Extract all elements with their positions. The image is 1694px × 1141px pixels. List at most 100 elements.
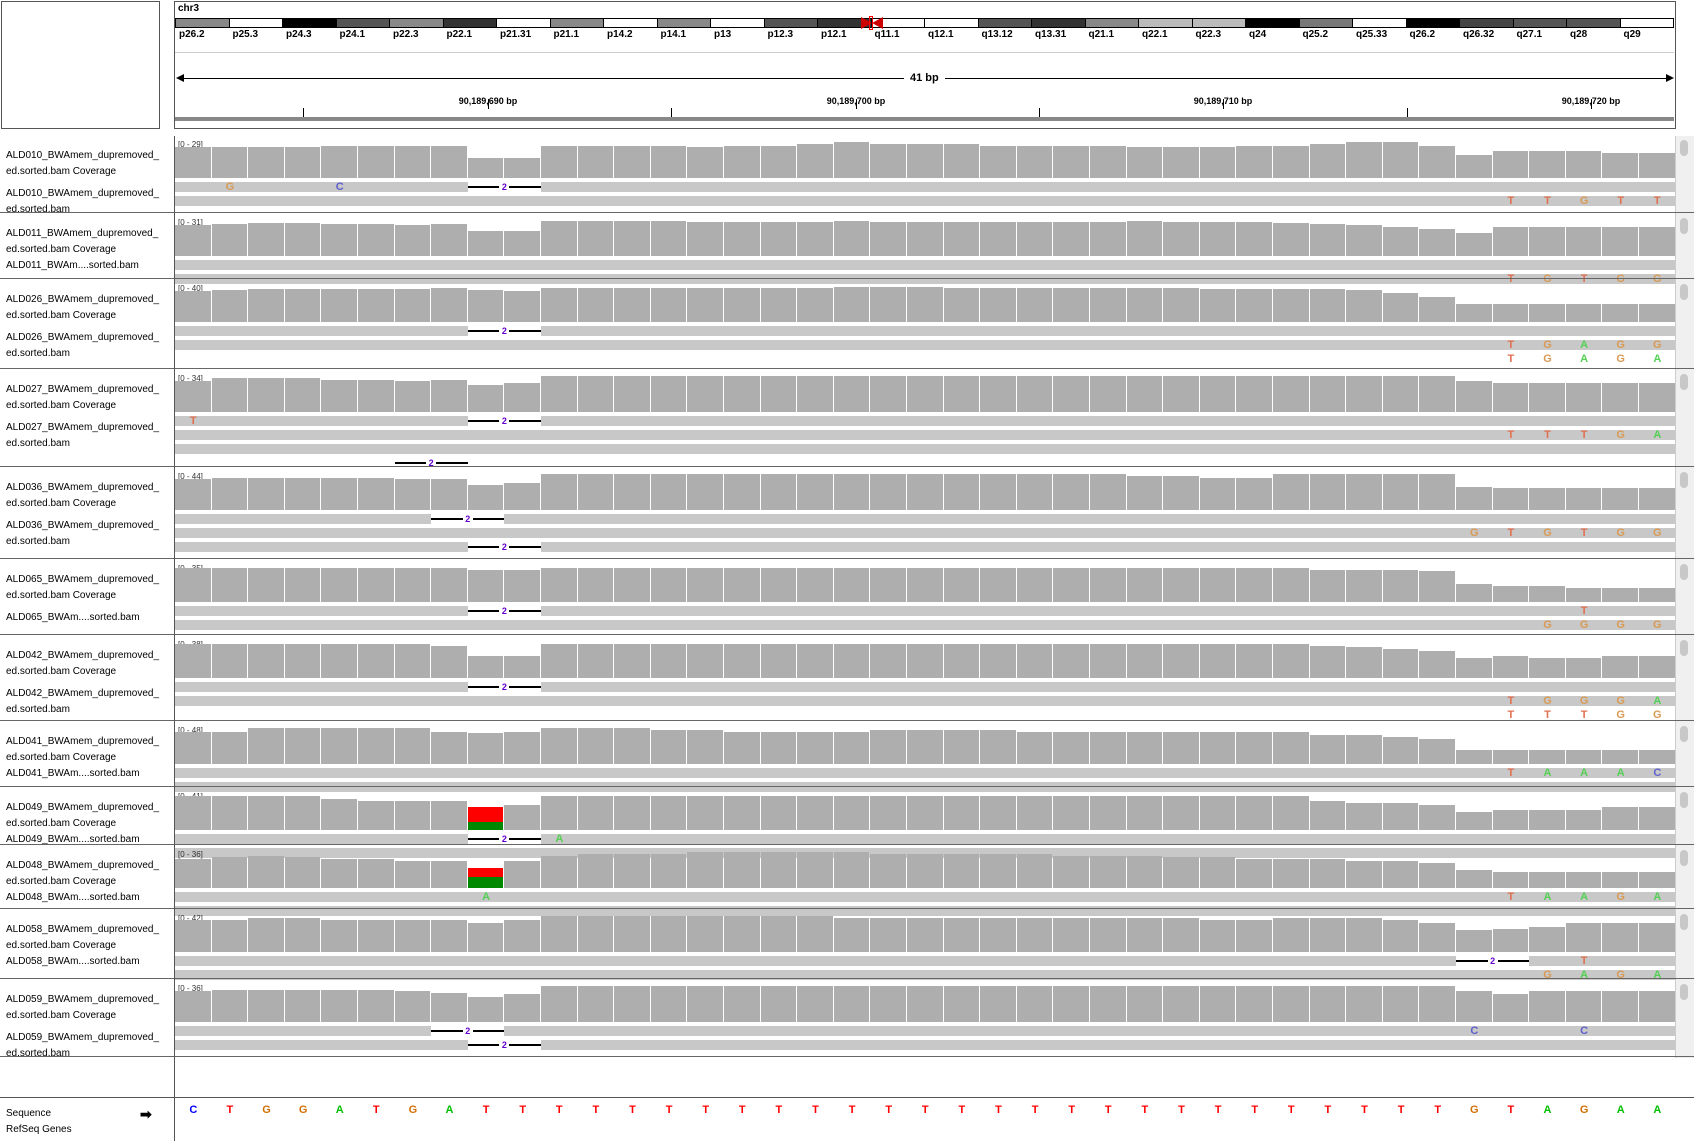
coverage-bar[interactable] [1346, 290, 1382, 322]
coverage-bar[interactable] [504, 920, 540, 952]
coverage-bar[interactable] [943, 568, 980, 602]
coverage-bar[interactable] [724, 474, 760, 510]
coverage-bar[interactable] [687, 916, 723, 952]
coverage-bar[interactable] [1126, 986, 1163, 1022]
coverage-track-name-cont[interactable]: ed.sorted.bam Coverage [6, 818, 117, 829]
coverage-bar[interactable] [577, 146, 614, 178]
coverage-bar[interactable] [1126, 856, 1163, 888]
coverage-bar[interactable] [1456, 658, 1492, 678]
aligned-read[interactable] [175, 260, 1675, 270]
coverage-bar[interactable] [1053, 856, 1089, 888]
coverage-bar[interactable] [1090, 856, 1126, 888]
strand-arrow-icon[interactable]: ➡ [140, 1106, 152, 1122]
ideogram-band[interactable] [603, 18, 658, 28]
coverage-bar[interactable] [1419, 739, 1455, 764]
coverage-bar[interactable] [833, 287, 870, 322]
coverage-bar[interactable] [467, 656, 504, 678]
ideogram-band[interactable] [335, 18, 390, 28]
coverage-track-name[interactable]: ALD042_BWAmem_dupremoved_ [6, 650, 160, 661]
coverage-bar[interactable] [1419, 805, 1455, 830]
coverage-bar[interactable] [1492, 750, 1529, 764]
coverage-bar[interactable] [358, 920, 394, 952]
ideogram-band[interactable] [656, 18, 711, 28]
coverage-bar[interactable] [467, 923, 504, 952]
alignment-track-name[interactable]: ALD041_BWAm....sorted.bam [6, 768, 140, 779]
coverage-bar[interactable] [1163, 476, 1199, 510]
coverage-bar[interactable] [1565, 151, 1602, 178]
coverage-bar[interactable] [467, 231, 504, 256]
aligned-read[interactable] [175, 514, 1675, 524]
sequence-track-label[interactable]: Sequence [6, 1108, 52, 1119]
coverage-bar[interactable] [1309, 376, 1346, 412]
coverage-bar[interactable] [1273, 289, 1309, 322]
coverage-bar[interactable] [394, 728, 431, 764]
coverage-bar[interactable] [321, 568, 357, 602]
coverage-bar[interactable] [1346, 986, 1382, 1022]
ideogram-band[interactable] [977, 18, 1032, 28]
coverage-bar[interactable] [358, 990, 394, 1022]
coverage-bar[interactable] [541, 146, 577, 178]
coverage-bar[interactable] [175, 991, 211, 1022]
coverage-bar[interactable] [870, 644, 906, 678]
coverage-bar[interactable] [1529, 927, 1565, 952]
ideogram-band[interactable] [710, 18, 765, 28]
coverage-bar[interactable] [1309, 735, 1346, 764]
coverage-bar[interactable] [1346, 225, 1382, 256]
coverage-bar[interactable] [687, 474, 723, 510]
coverage-bar[interactable] [870, 222, 906, 256]
ideogram-band[interactable] [1191, 18, 1246, 28]
coverage-bar[interactable] [431, 993, 467, 1022]
coverage-bar[interactable] [1565, 227, 1602, 256]
coverage-bar[interactable] [980, 376, 1016, 412]
coverage-bar[interactable] [394, 920, 431, 952]
coverage-bar[interactable] [467, 997, 504, 1022]
coverage-bar[interactable] [321, 146, 357, 178]
coverage-bar[interactable] [980, 146, 1016, 178]
coverage-bar[interactable] [943, 918, 980, 952]
coverage-bar[interactable] [431, 568, 467, 602]
coverage-bar[interactable] [797, 288, 833, 322]
coverage-bar[interactable] [1565, 304, 1602, 322]
coverage-bar[interactable] [870, 376, 906, 412]
coverage-bar[interactable] [1273, 796, 1309, 830]
coverage-bar[interactable] [797, 474, 833, 510]
coverage-bar[interactable] [907, 144, 943, 178]
coverage-bar[interactable] [1382, 861, 1419, 888]
coverage-bar[interactable] [650, 644, 687, 678]
coverage-bar[interactable] [358, 728, 394, 764]
coverage-bar[interactable] [394, 644, 431, 678]
coverage-bar[interactable] [724, 568, 760, 602]
coverage-bar[interactable] [1565, 658, 1602, 678]
coverage-bar[interactable] [614, 728, 650, 764]
coverage-bar[interactable] [1602, 304, 1638, 322]
coverage-bar[interactable] [358, 859, 394, 888]
coverage-bar[interactable] [248, 918, 284, 952]
coverage-bar[interactable] [1565, 991, 1602, 1022]
track-scrollbar[interactable] [1680, 726, 1688, 742]
coverage-bar[interactable] [1419, 297, 1455, 322]
coverage-bar[interactable] [1492, 872, 1529, 888]
coverage-track-name[interactable]: ALD027_BWAmem_dupremoved_ [6, 384, 160, 395]
coverage-bar[interactable] [833, 474, 870, 510]
coverage-bar[interactable] [1016, 854, 1053, 888]
coverage-bar[interactable] [431, 479, 467, 510]
coverage-bar[interactable] [1492, 656, 1529, 678]
coverage-bar[interactable] [943, 644, 980, 678]
coverage-bar[interactable] [1382, 649, 1419, 678]
coverage-bar[interactable] [797, 916, 833, 952]
ideogram-band[interactable] [1405, 18, 1460, 28]
coverage-bar[interactable] [724, 916, 760, 952]
coverage-bar[interactable] [724, 852, 760, 888]
coverage-bar[interactable] [1529, 810, 1565, 830]
coverage-bar[interactable] [1419, 229, 1455, 256]
coverage-bar[interactable] [687, 222, 723, 256]
coverage-bar[interactable] [1273, 376, 1309, 412]
coverage-bar[interactable] [248, 147, 284, 178]
coverage-bar[interactable] [760, 568, 797, 602]
coverage-bar[interactable] [1126, 288, 1163, 322]
coverage-bar[interactable] [1163, 732, 1199, 764]
aligned-read[interactable] [175, 768, 1675, 778]
coverage-bar[interactable] [1529, 586, 1565, 602]
coverage-bar[interactable] [394, 146, 431, 178]
aligned-read[interactable] [175, 906, 1675, 916]
